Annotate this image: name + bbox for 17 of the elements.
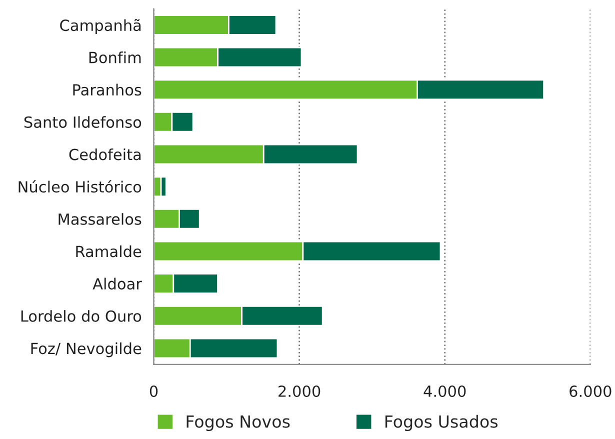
x-tick-label: 0 [150, 385, 158, 398]
y-tick-label: Campanhã [60, 19, 141, 34]
x-tick-label: 2.000 [278, 385, 320, 398]
y-tick-label: Lordelo do Ouro [21, 310, 142, 322]
y-tick-label: Santo Ildefonso [24, 116, 142, 128]
legend-label: Fogos Usados [385, 414, 498, 432]
y-tick-label: Aldoar [92, 278, 142, 290]
y-tick-label: Foz/ Nevogilde [31, 342, 142, 358]
x-tick-label: 6.000 [570, 385, 612, 398]
y-tick-label: Massarelos [58, 213, 142, 225]
y-tick-label: Cedofeita [69, 148, 141, 160]
y-tick-label: Ramalde [76, 245, 142, 258]
x-tick-label: 4.000 [424, 385, 466, 398]
y-tick-label: Núcleo Histórico [18, 180, 142, 193]
legend-label: Fogos Novos [186, 415, 290, 432]
y-tick-label: Paranhos [73, 84, 142, 96]
y-tick-label: Bonfim [89, 51, 141, 64]
